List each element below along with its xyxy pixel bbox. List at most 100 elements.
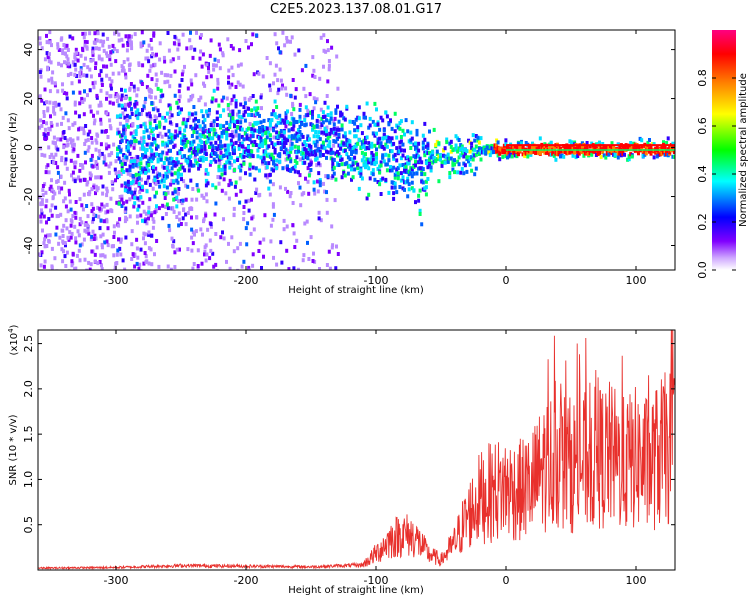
band-cell	[139, 124, 143, 129]
band-cell	[348, 147, 352, 152]
noise-cell	[74, 200, 78, 204]
noise-cell	[238, 176, 242, 181]
band-cell	[448, 175, 452, 180]
band-cell	[662, 150, 665, 155]
band-cell	[245, 151, 249, 156]
band-cell	[332, 122, 336, 127]
noise-cell	[318, 76, 322, 81]
band-cell	[364, 147, 367, 151]
noise-cell	[60, 247, 64, 252]
noise-cell	[120, 37, 124, 42]
band-cell	[144, 170, 148, 175]
band-cell	[342, 134, 346, 139]
noise-cell	[105, 239, 109, 244]
noise-cell	[335, 54, 339, 59]
band-cell	[373, 143, 377, 148]
band-cell	[237, 133, 241, 138]
noise-cell	[101, 191, 105, 196]
noise-cell	[43, 101, 47, 106]
band-cell	[382, 132, 386, 137]
band-cell	[471, 157, 475, 162]
noise-cell	[161, 164, 165, 169]
noise-cell	[92, 237, 96, 241]
band-cell	[153, 177, 157, 182]
noise-cell	[56, 179, 60, 183]
noise-cell	[200, 193, 204, 198]
noise-cell	[260, 93, 263, 98]
band-cell	[139, 170, 143, 175]
band-cell	[175, 178, 179, 183]
band-cell	[161, 115, 165, 120]
noise-cell	[216, 77, 220, 82]
noise-cell	[175, 190, 179, 195]
noise-cell	[93, 118, 97, 123]
band-cell	[286, 167, 289, 172]
noise-cell	[71, 170, 75, 175]
noise-cell	[176, 47, 180, 52]
y-tick-label: 2.5	[22, 335, 35, 353]
noise-cell	[65, 226, 69, 231]
noise-cell	[317, 216, 321, 221]
band-cell	[254, 143, 258, 147]
noise-cell	[313, 259, 317, 264]
noise-cell	[144, 56, 148, 61]
noise-cell	[95, 132, 99, 137]
noise-cell	[326, 79, 330, 84]
band-cell	[233, 122, 236, 127]
band-cell	[385, 144, 389, 149]
noise-cell	[133, 88, 136, 93]
band-cell	[259, 120, 263, 125]
band-cell	[423, 172, 427, 177]
noise-cell	[152, 33, 156, 38]
noise-cell	[50, 152, 54, 157]
noise-cell	[113, 167, 117, 172]
noise-cell	[89, 157, 93, 162]
noise-cell	[316, 189, 320, 194]
band-cell	[353, 155, 357, 160]
noise-cell	[86, 93, 89, 98]
band-cell	[417, 193, 421, 198]
band-cell	[128, 115, 132, 120]
band-cell	[389, 139, 392, 144]
band-cell	[652, 142, 656, 147]
band-cell	[183, 154, 187, 159]
band-cell	[641, 153, 645, 158]
band-cell	[290, 134, 294, 139]
noise-cell	[38, 94, 42, 99]
noise-cell	[92, 212, 96, 217]
x-tick-label: 0	[503, 274, 510, 287]
noise-cell	[120, 197, 124, 202]
noise-cell	[107, 144, 111, 149]
band-cell	[368, 144, 372, 148]
noise-cell	[158, 99, 162, 104]
band-cell	[395, 167, 399, 172]
noise-cell	[73, 62, 77, 67]
band-cell	[126, 182, 130, 187]
noise-cell	[104, 210, 108, 215]
band-cell	[303, 154, 307, 159]
noise-cell	[163, 196, 167, 200]
noise-cell	[285, 248, 289, 253]
band-cell	[401, 163, 405, 167]
noise-cell	[181, 32, 185, 37]
band-cell	[498, 146, 502, 151]
band-cell	[384, 152, 388, 157]
noise-cell	[60, 155, 64, 160]
band-cell	[512, 144, 516, 149]
noise-cell	[43, 57, 47, 62]
band-cell	[153, 152, 157, 157]
band-cell	[396, 173, 400, 178]
noise-cell	[87, 260, 91, 265]
noise-cell	[90, 209, 94, 214]
noise-cell	[204, 171, 208, 176]
noise-cell	[334, 266, 338, 270]
band-cell	[237, 146, 241, 151]
band-cell	[159, 157, 163, 162]
band-cell	[131, 159, 135, 164]
noise-cell	[91, 206, 95, 211]
noise-cell	[123, 209, 127, 214]
noise-cell	[275, 164, 279, 168]
noise-cell	[204, 192, 208, 197]
noise-cell	[124, 96, 128, 100]
noise-cell	[76, 58, 80, 63]
